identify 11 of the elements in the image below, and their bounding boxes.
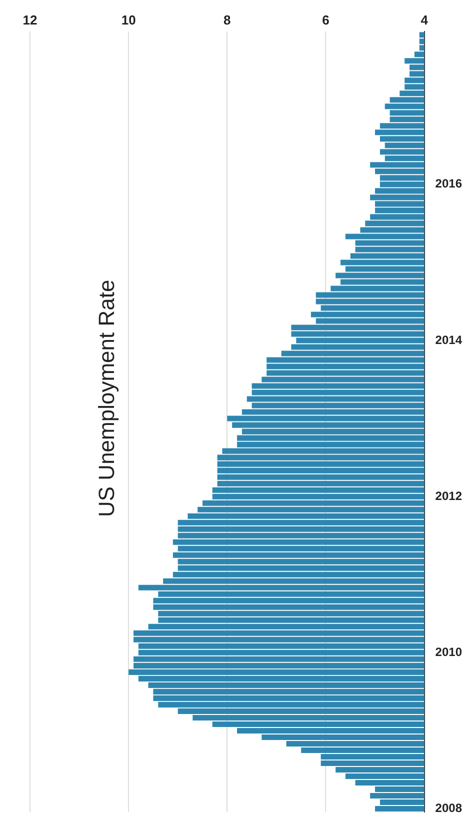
x-tick-label: 6 bbox=[322, 12, 330, 28]
y-tick-label: 2016 bbox=[435, 176, 462, 191]
x-tick-label: 8 bbox=[224, 12, 231, 28]
x-tick-label: 10 bbox=[121, 12, 136, 28]
x-tick-label: 12 bbox=[22, 12, 38, 28]
y-tick-label: 2010 bbox=[435, 644, 462, 659]
y-tick-label: 2012 bbox=[435, 488, 462, 503]
y-tick-label: 2014 bbox=[435, 332, 462, 347]
y-tick-label: 2008 bbox=[435, 801, 462, 816]
text: US Unemployment Rate bbox=[94, 280, 120, 517]
x-tick-label: 4 bbox=[420, 12, 429, 28]
